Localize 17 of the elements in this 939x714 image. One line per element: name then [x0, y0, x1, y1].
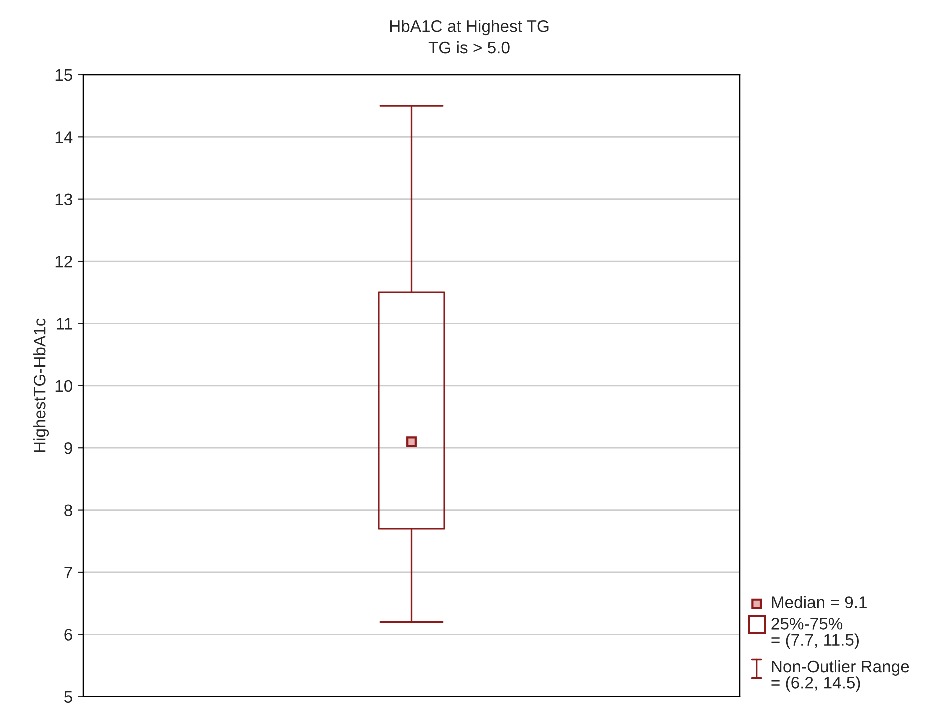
chart-subtitle: TG is > 5.0: [428, 41, 510, 54]
text: Median = 9.1: [772, 596, 867, 608]
y-tick-label: 12: [56, 256, 72, 268]
y-tick-label: 7: [64, 567, 72, 579]
y-tick-label: 13: [56, 194, 72, 206]
y-tick-label: 15: [56, 70, 72, 82]
y-tick-label: 11: [57, 318, 72, 330]
y-tick-label: 10: [56, 380, 73, 392]
y-tick-label: 8: [64, 504, 72, 516]
y-tick-label: 6: [64, 629, 72, 641]
y-tick-label: 5: [64, 691, 72, 704]
y-axis-title: HighestTG-HbA1c: [34, 318, 50, 452]
y-tick-label: 9: [64, 442, 72, 454]
text: Non-Outlier Range = (6.2, 14.5): [772, 660, 910, 692]
y-tick-label: 14: [56, 132, 73, 144]
chart-title: HbA1C at Highest TG: [390, 20, 549, 36]
text: 25%-75% = (7.7, 11.5): [772, 618, 859, 650]
